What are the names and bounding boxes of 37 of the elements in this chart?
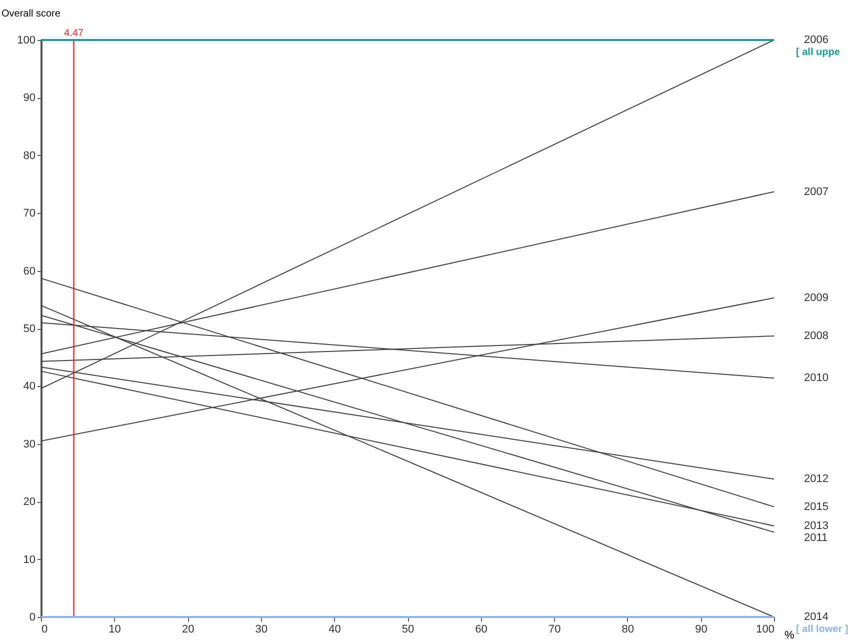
text: 2014 <box>804 611 828 623</box>
text: 2010 <box>804 372 828 384</box>
text: 2012 <box>804 473 828 486</box>
x-tick-label: 60 <box>475 624 488 636</box>
x-tick-label: 40 <box>328 624 341 636</box>
y-tick-label: 10 <box>23 554 36 566</box>
x-tick-label: 0 <box>42 624 48 636</box>
y-tick-label: 50 <box>23 323 36 335</box>
y-tick-label: 70 <box>23 208 36 220</box>
text: 2011 <box>804 532 828 544</box>
ref-line-label: [ all uppe <box>796 47 840 58</box>
y-tick-label: 90 <box>23 92 36 104</box>
y-tick-label: 20 <box>23 496 36 508</box>
text: 2008 <box>804 330 828 342</box>
ref-line-label: 4.47 <box>64 28 84 39</box>
text: 2013 <box>804 520 828 532</box>
x-tick-label: 20 <box>182 624 194 636</box>
x-tick-label: 70 <box>548 624 561 636</box>
x-tick-label: 90 <box>695 624 708 636</box>
text: 2015 <box>804 500 828 513</box>
y-tick-label: 80 <box>23 150 36 162</box>
y-tick-label: 0 <box>29 612 36 624</box>
y-tick-label: 100 <box>17 34 36 46</box>
x-tick-label: 30 <box>255 624 268 636</box>
ref-line-label: [ all lower ] <box>796 624 848 635</box>
y-tick-label: 60 <box>23 265 36 278</box>
text: 2006 <box>804 34 828 46</box>
y-axis-title: Overall score <box>2 8 61 20</box>
y-tick-label: 40 <box>23 380 36 393</box>
x-tick-label: 50 <box>402 624 414 636</box>
text: 2009 <box>804 292 828 304</box>
x-axis-title: % <box>784 630 794 642</box>
x-tick-label: 100 <box>756 624 774 636</box>
y-tick-label: 30 <box>23 438 36 450</box>
text: 2007 <box>804 186 828 198</box>
x-tick-label: 80 <box>622 624 634 636</box>
x-tick-label: 10 <box>108 624 121 636</box>
